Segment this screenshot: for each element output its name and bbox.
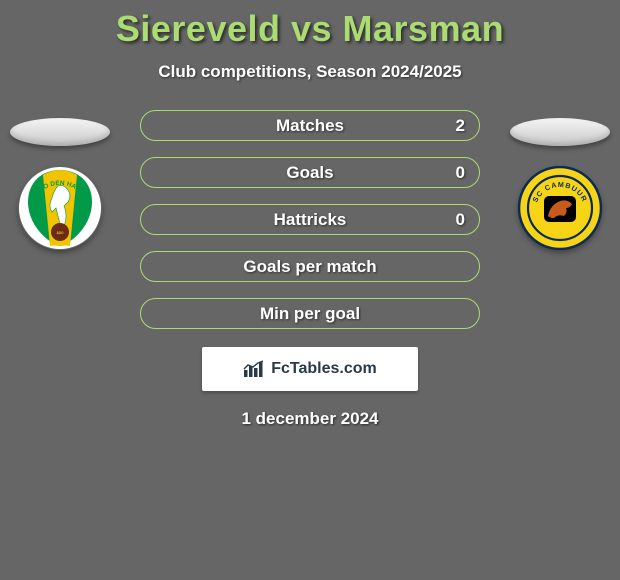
stat-value: 2 — [456, 116, 465, 136]
player-left: ADO ADO DEN HAAG — [10, 118, 110, 250]
stat-label: Matches — [276, 116, 344, 136]
photo-placeholder-left — [10, 118, 110, 146]
stat-value: 0 — [456, 210, 465, 230]
brand-text: FcTables.com — [271, 360, 377, 378]
stat-label: Goals — [286, 163, 333, 183]
subtitle: Club competitions, Season 2024/2025 — [0, 62, 620, 82]
sc-cambuur-icon: SC CAMBUUR — [518, 166, 602, 250]
photo-placeholder-right — [510, 118, 610, 146]
date-label: 1 december 2024 — [0, 409, 620, 429]
stat-row-goals-per-match: Goals per match — [140, 251, 480, 282]
stat-value: 0 — [456, 163, 465, 183]
stat-row-goals: Goals 0 — [140, 157, 480, 188]
page-title: Siereveld vs Marsman — [0, 0, 620, 50]
brand-badge: FcTables.com — [202, 347, 418, 391]
stat-label: Hattricks — [274, 210, 347, 230]
stat-label: Min per goal — [260, 304, 360, 324]
svg-text:ADO: ADO — [56, 231, 64, 235]
player-right: SC CAMBUUR — [510, 118, 610, 250]
stat-row-matches: Matches 2 — [140, 110, 480, 141]
stat-row-hattricks: Hattricks 0 — [140, 204, 480, 235]
club-badge-left: ADO ADO DEN HAAG — [18, 166, 102, 250]
club-badge-right: SC CAMBUUR — [518, 166, 602, 250]
stat-row-min-per-goal: Min per goal — [140, 298, 480, 329]
bar-chart-icon — [243, 360, 265, 378]
ado-den-haag-icon: ADO ADO DEN HAAG — [18, 166, 102, 250]
stat-label: Goals per match — [243, 257, 376, 277]
